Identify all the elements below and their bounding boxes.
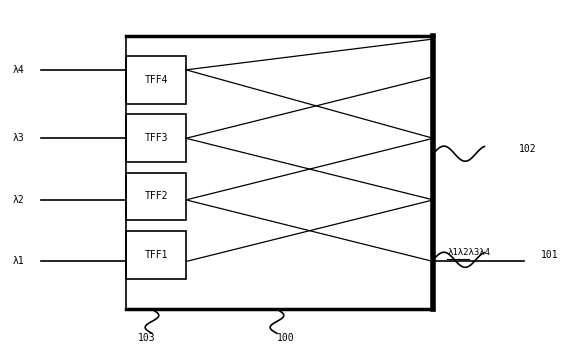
Bar xyxy=(126,114,186,162)
Text: TFF3: TFF3 xyxy=(144,133,168,143)
Text: TFF2: TFF2 xyxy=(144,192,168,202)
Bar xyxy=(126,231,186,279)
Text: 101: 101 xyxy=(541,249,559,260)
Text: λ2: λ2 xyxy=(13,195,25,205)
Text: 103: 103 xyxy=(138,333,155,344)
Text: λ1λ2λ3λ4: λ1λ2λ3λ4 xyxy=(448,248,490,257)
Text: 100: 100 xyxy=(277,333,294,344)
Bar xyxy=(126,56,186,104)
Text: TFF4: TFF4 xyxy=(144,75,168,85)
Text: λ1: λ1 xyxy=(13,256,25,266)
Text: λ4: λ4 xyxy=(13,65,25,75)
Text: TFF1: TFF1 xyxy=(144,249,168,260)
Bar xyxy=(126,172,186,220)
Text: λ3: λ3 xyxy=(13,133,25,143)
Text: 102: 102 xyxy=(518,144,536,154)
